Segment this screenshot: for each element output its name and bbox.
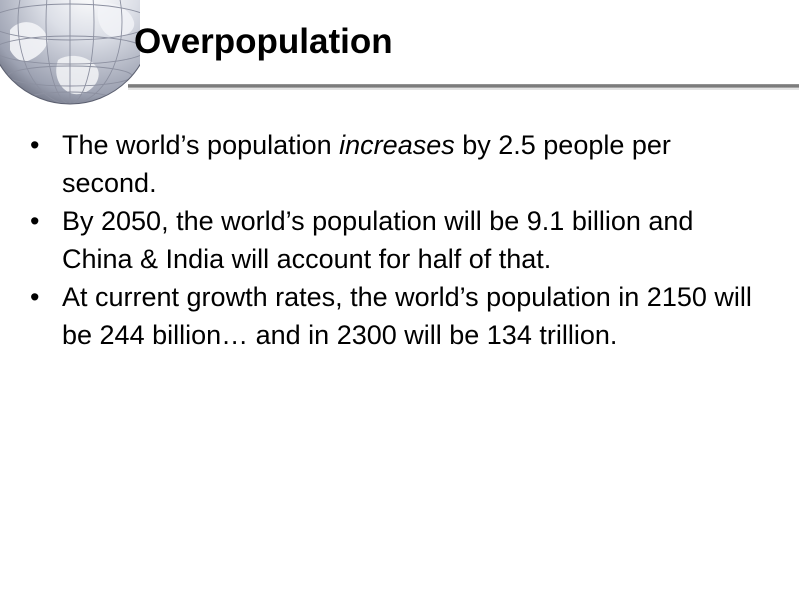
title-divider-shadow	[128, 88, 799, 90]
bullet-text-after: by 2.5 people per second.	[62, 130, 671, 198]
bullet-glyph: •	[30, 206, 40, 236]
bullet-text-before: The world’s population	[62, 130, 340, 160]
bullet-text: By 2050, the world’s population will be …	[62, 206, 694, 274]
bullet-list: • The world’s population increases by 2.…	[30, 126, 770, 354]
bullet-item-growth-rates: • At current growth rates, the world’s p…	[30, 278, 770, 354]
slide-title: Overpopulation	[134, 22, 393, 61]
bullet-glyph: •	[30, 282, 40, 312]
bullet-text: At current growth rates, the world’s pop…	[62, 282, 752, 350]
bullet-item-population-increase: • The world’s population increases by 2.…	[30, 126, 770, 202]
title-divider	[128, 84, 799, 88]
bullet-text-emphasis: increases	[339, 130, 455, 160]
bullet-item-2050-projection: • By 2050, the world’s population will b…	[30, 202, 770, 278]
globe-icon	[0, 0, 140, 105]
bullet-glyph: •	[30, 130, 40, 160]
